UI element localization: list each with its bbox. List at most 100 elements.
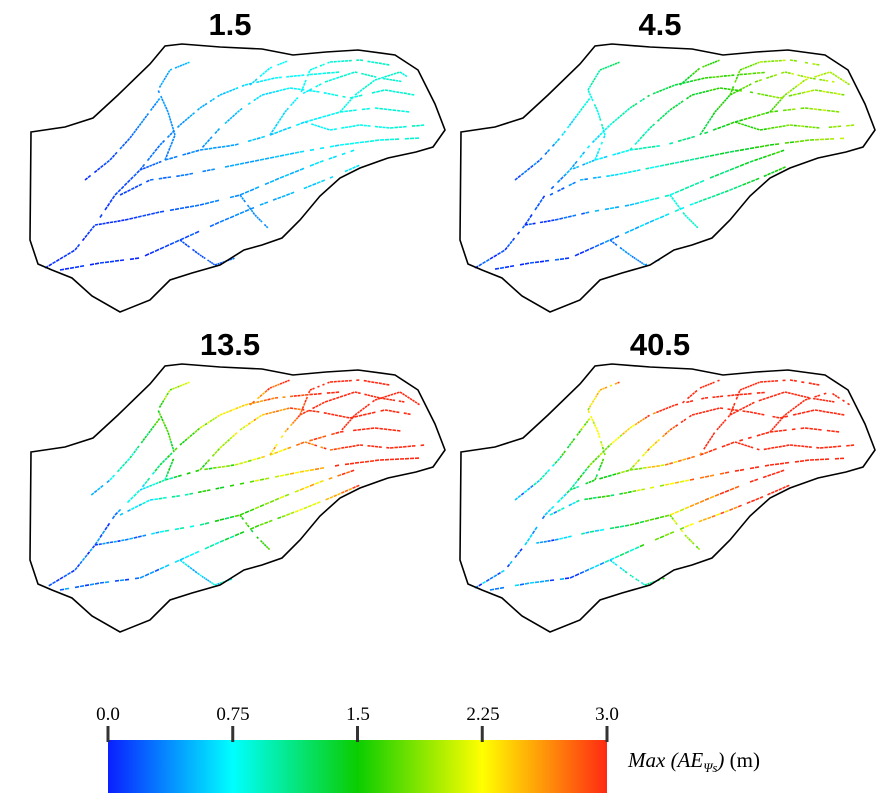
river-segment <box>187 564 190 568</box>
river-segment <box>341 126 345 129</box>
river-segment <box>191 150 196 154</box>
river-segment <box>184 493 189 496</box>
river-segment <box>738 70 741 74</box>
river-segment <box>179 559 183 563</box>
river-segment <box>572 167 576 170</box>
river-segment <box>619 552 625 557</box>
river-segment <box>804 398 808 401</box>
river-segment <box>524 223 529 226</box>
river-segment <box>606 495 610 498</box>
river-segment <box>694 157 700 160</box>
river-segment <box>649 518 655 521</box>
river-segment <box>169 208 175 212</box>
river-segment <box>551 143 556 147</box>
river-segment <box>804 61 809 64</box>
river-segment <box>272 198 277 201</box>
river-segment <box>588 85 592 88</box>
river-segment <box>641 453 646 457</box>
river-segment <box>349 142 355 145</box>
river-segment <box>211 168 215 171</box>
river-segment <box>594 75 598 78</box>
river-segment <box>724 189 729 193</box>
river-segment <box>730 89 734 93</box>
river-segment <box>396 411 400 414</box>
river-segment <box>89 548 93 552</box>
river-segment <box>303 506 308 510</box>
river-segment <box>144 573 150 577</box>
river-segment <box>184 382 188 385</box>
river-segment <box>534 526 538 531</box>
river-segment <box>354 71 358 74</box>
river-segment <box>256 80 260 84</box>
river-segment <box>174 447 178 451</box>
river-segment <box>70 249 75 253</box>
river-segment <box>587 410 591 414</box>
river-segment <box>778 487 783 491</box>
river-segment <box>597 432 600 436</box>
river-segment <box>186 436 191 440</box>
river-segment <box>162 176 167 179</box>
river-segment <box>776 101 780 105</box>
river-segment <box>656 145 660 148</box>
river-segment <box>356 124 360 127</box>
river-segment <box>344 126 349 129</box>
river-segment <box>601 126 605 130</box>
river-segment <box>169 118 172 121</box>
river-segment <box>758 157 763 160</box>
river-segment <box>373 75 377 78</box>
river-segment <box>665 407 669 410</box>
river-segment <box>184 62 188 65</box>
river-segment <box>201 255 204 258</box>
river-segment <box>201 464 206 468</box>
river-segment <box>204 202 210 205</box>
river-segment <box>76 563 81 568</box>
river-segment <box>731 406 735 410</box>
river-segment <box>204 468 209 471</box>
river-segment <box>794 85 798 89</box>
river-segment <box>114 151 118 156</box>
river-segment <box>697 78 701 81</box>
river-segment <box>94 262 100 265</box>
river-segment <box>263 399 267 402</box>
river-segment <box>149 154 153 158</box>
river-segment <box>679 480 685 483</box>
river-segment <box>771 152 776 156</box>
river-segment <box>261 413 265 416</box>
river-segment <box>229 116 233 120</box>
river-segment <box>374 61 379 64</box>
river-segment <box>329 128 334 131</box>
river-segment <box>570 440 574 444</box>
river-segment <box>157 410 161 414</box>
river-segment <box>755 497 760 501</box>
river-segment <box>604 239 610 244</box>
river-segment <box>661 434 666 438</box>
river-segment <box>271 449 275 453</box>
river-segment <box>749 64 753 67</box>
river-segment <box>357 410 360 414</box>
river-segment <box>197 572 200 576</box>
river-segment <box>184 206 190 209</box>
river-segment <box>572 501 576 505</box>
river-segment <box>691 221 695 225</box>
river-segment <box>708 117 712 122</box>
river-segment <box>635 578 638 581</box>
river-segment <box>191 432 196 436</box>
river-segment <box>384 89 389 92</box>
river-segment <box>106 221 110 224</box>
river-segment <box>804 78 808 81</box>
river-segment <box>129 135 133 139</box>
river-segment <box>671 404 675 408</box>
river-segment <box>714 173 720 177</box>
river-segment <box>729 150 735 153</box>
river-segment <box>826 411 830 414</box>
river-segment <box>712 128 717 131</box>
river-segment <box>684 534 688 538</box>
river-segment <box>689 202 694 206</box>
river-segment <box>717 126 722 130</box>
river-segment <box>829 411 834 414</box>
river-segment <box>694 69 698 73</box>
river-segment <box>701 397 705 400</box>
river-segment <box>679 160 685 163</box>
river-segment <box>771 446 775 449</box>
river-segment <box>264 181 270 186</box>
